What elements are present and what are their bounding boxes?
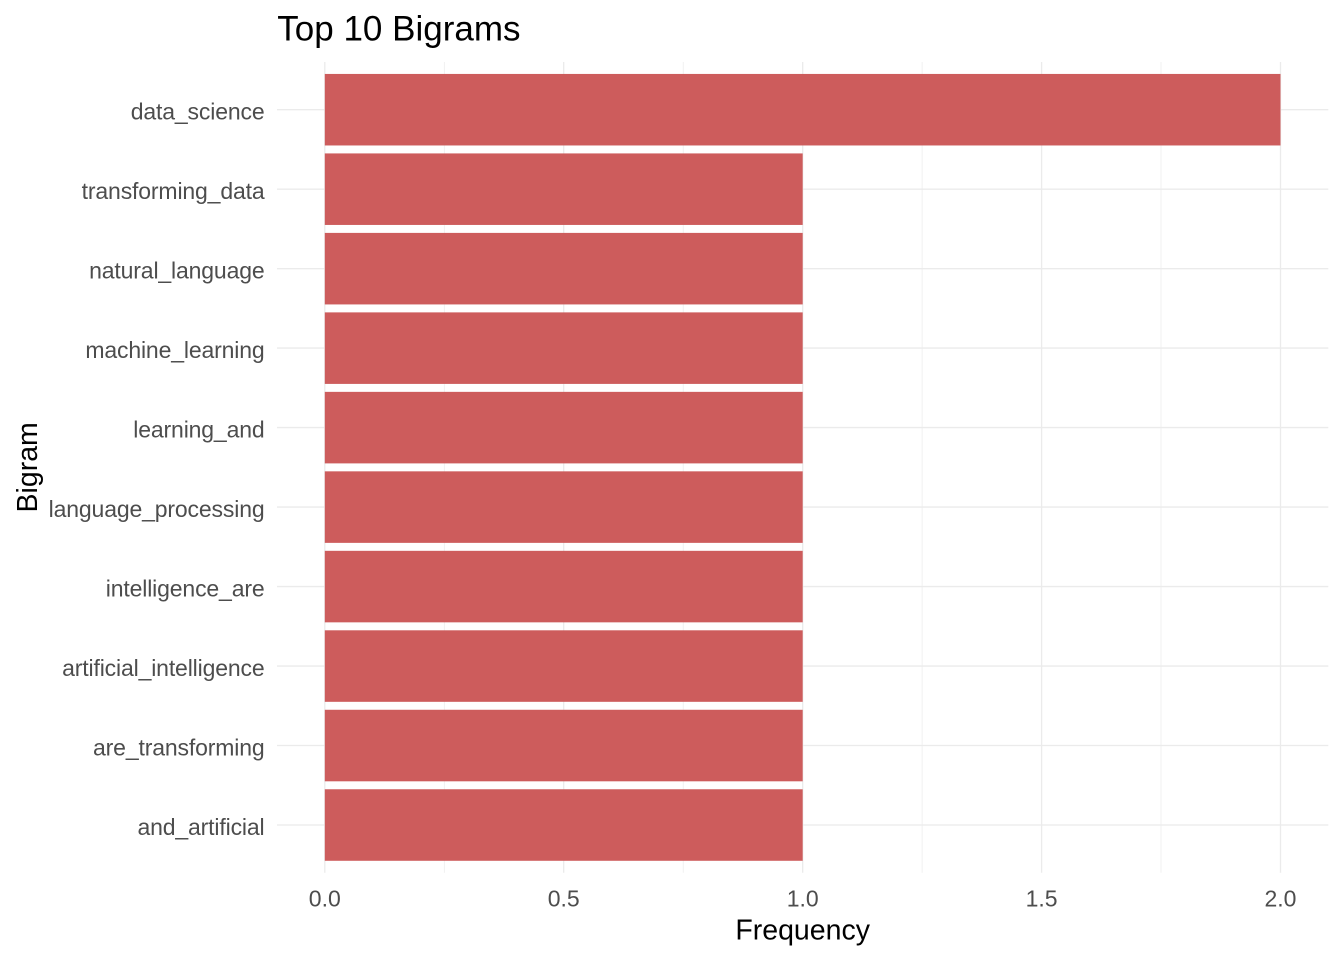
- svg-text:Bigram: Bigram: [12, 422, 44, 512]
- svg-text:1.5: 1.5: [1026, 885, 1058, 911]
- svg-text:natural_language: natural_language: [89, 258, 264, 284]
- svg-text:0.0: 0.0: [309, 885, 341, 911]
- svg-text:learning_and: learning_and: [133, 417, 264, 443]
- svg-text:transforming_data: transforming_data: [82, 178, 265, 204]
- svg-text:2.0: 2.0: [1265, 885, 1297, 911]
- svg-text:language_processing: language_processing: [49, 496, 265, 522]
- svg-text:0.5: 0.5: [548, 885, 580, 911]
- svg-text:1.0: 1.0: [787, 885, 819, 911]
- svg-text:and_artificial: and_artificial: [137, 814, 264, 840]
- svg-text:machine_learning: machine_learning: [85, 337, 264, 363]
- svg-text:Frequency: Frequency: [735, 914, 870, 946]
- svg-text:data_science: data_science: [131, 99, 265, 125]
- svg-text:are_transforming: are_transforming: [93, 735, 264, 761]
- svg-text:intelligence_are: intelligence_are: [106, 576, 265, 602]
- svg-text:Top 10 Bigrams: Top 10 Bigrams: [277, 10, 520, 49]
- svg-text:artificial_intelligence: artificial_intelligence: [62, 655, 264, 681]
